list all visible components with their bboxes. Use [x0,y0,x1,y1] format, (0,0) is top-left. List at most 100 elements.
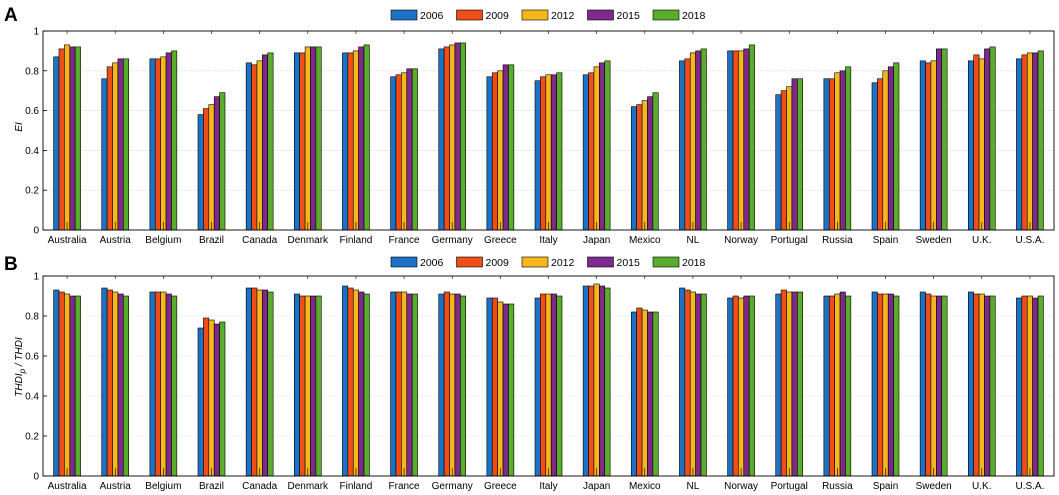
x-tick-label: Finland [340,481,373,492]
bar-2009-germany [443,46,450,231]
bar-2012-denmark [304,295,311,477]
bar-2009-uk [973,54,980,231]
bar-2018-greece [508,64,515,231]
bar-2006-brazil [197,327,204,477]
bar-2006-usa [1016,297,1023,477]
x-tick-label: Belgium [145,235,181,246]
bar-2018-russia [845,295,852,477]
bar-2012-mexico [641,309,648,477]
bar-2012-spain [882,293,889,477]
bar-2012-uk [978,58,985,231]
x-tick-label: Finland [340,235,373,246]
bar-2006-austria [101,287,108,477]
bar-2012-sweden [930,295,937,477]
bar-2006-uk [967,291,974,477]
bar-2018-denmark [315,295,322,477]
bar-2015-germany [454,293,461,477]
legend-swatch-2006 [390,9,418,21]
bar-2006-austria [101,78,108,231]
bar-2006-nl [679,60,686,231]
x-tick-label: Mexico [629,235,661,246]
bar-2012-nl [689,52,696,231]
bar-2009-brazil [203,108,210,231]
axes-frame [42,275,1055,477]
panel-b-label: B [4,254,18,275]
bar-2012-brazil [208,319,215,477]
bar-2012-japan [593,66,600,231]
bar-2018-usa [1037,50,1044,231]
bar-2018-canada [267,52,274,231]
bar-2018-portugal [797,78,804,231]
bar-2015-norway [743,48,750,231]
bar-2015-usa [1032,297,1039,477]
y-tick-label: 0.8 [25,66,39,77]
bar-2018-mexico [652,311,659,477]
bar-2006-belgium [149,58,156,231]
bar-2006-denmark [293,52,300,231]
x-tick-label: Denmark [287,235,329,246]
bar-2018-italy [556,295,563,477]
legend-label-2006: 2006 [420,257,444,269]
bar-2012-nl [689,291,696,477]
x-tick-label: Germany [432,235,473,246]
bar-2006-canada [245,62,252,231]
bar-2006-norway [727,297,734,477]
bar-2009-greece [491,297,498,477]
bar-2012-denmark [304,46,311,231]
bar-2015-austria [117,58,124,231]
bar-2006-norway [727,50,734,231]
x-tick-label: Austria [100,235,132,246]
bar-2015-italy [550,293,557,477]
y-tick-label: 0 [33,226,39,237]
x-tick-label: Brazil [199,235,224,246]
bar-2009-mexico [636,307,643,477]
bar-2015-austria [117,293,124,477]
bar-2009-japan [588,72,595,231]
bar-2006-japan [582,285,589,477]
bar-2006-australia [53,289,60,477]
x-tick-label: Norway [724,481,758,492]
bar-2015-russia [839,291,846,477]
bar-2012-greece [497,301,504,477]
x-tick-label: Austria [100,481,132,492]
legend-swatch-2012 [521,256,549,268]
bar-2015-nl [695,50,702,231]
bar-2018-uk [989,295,996,477]
bar-2015-mexico [647,311,654,477]
bar-2015-brazil [213,96,220,231]
bar-2009-spain [877,78,884,231]
panel-b-plot-area: 0 0.2 0.4 0.6 0.8 1 Australia Austria Belgium Bra… [25,272,1055,492]
bar-2015-canada [262,54,269,231]
bar-2018-austria [123,295,130,477]
bar-2009-norway [732,50,739,231]
bar-2012-france [401,72,408,231]
bar-2006-spain [871,291,878,477]
bar-2015-spain [887,293,894,477]
bar-2018-finland [363,44,370,231]
bar-2018-russia [845,66,852,231]
bar-2009-belgium [154,58,161,231]
bar-2009-usa [1021,54,1028,231]
x-tick-label: Canada [242,481,277,492]
bar-2012-italy [545,74,552,231]
bar-2009-russia [828,295,835,477]
legend-label-2009: 2009 [486,10,510,22]
legend-swatch-2015 [587,9,614,21]
bar-2012-sweden [930,60,937,231]
bar-2015-denmark [310,295,317,477]
bar-2015-japan [599,62,606,231]
x-tick-label: Spain [873,481,899,492]
bar-2015-usa [1032,52,1039,231]
bar-2015-nl [695,293,702,477]
bar-2018-spain [893,62,900,231]
bar-2006-usa [1016,58,1023,231]
x-tick-label: Germany [432,481,473,492]
legend-swatch-2009 [456,256,483,268]
x-tick-label: Belgium [145,481,181,492]
bar-2009-belgium [154,291,161,477]
bar-2006-brazil [197,114,204,231]
bar-2012-france [401,291,408,477]
bar-2006-portugal [775,94,782,231]
bar-2018-germany [460,42,467,231]
bar-2018-sweden [941,48,948,231]
